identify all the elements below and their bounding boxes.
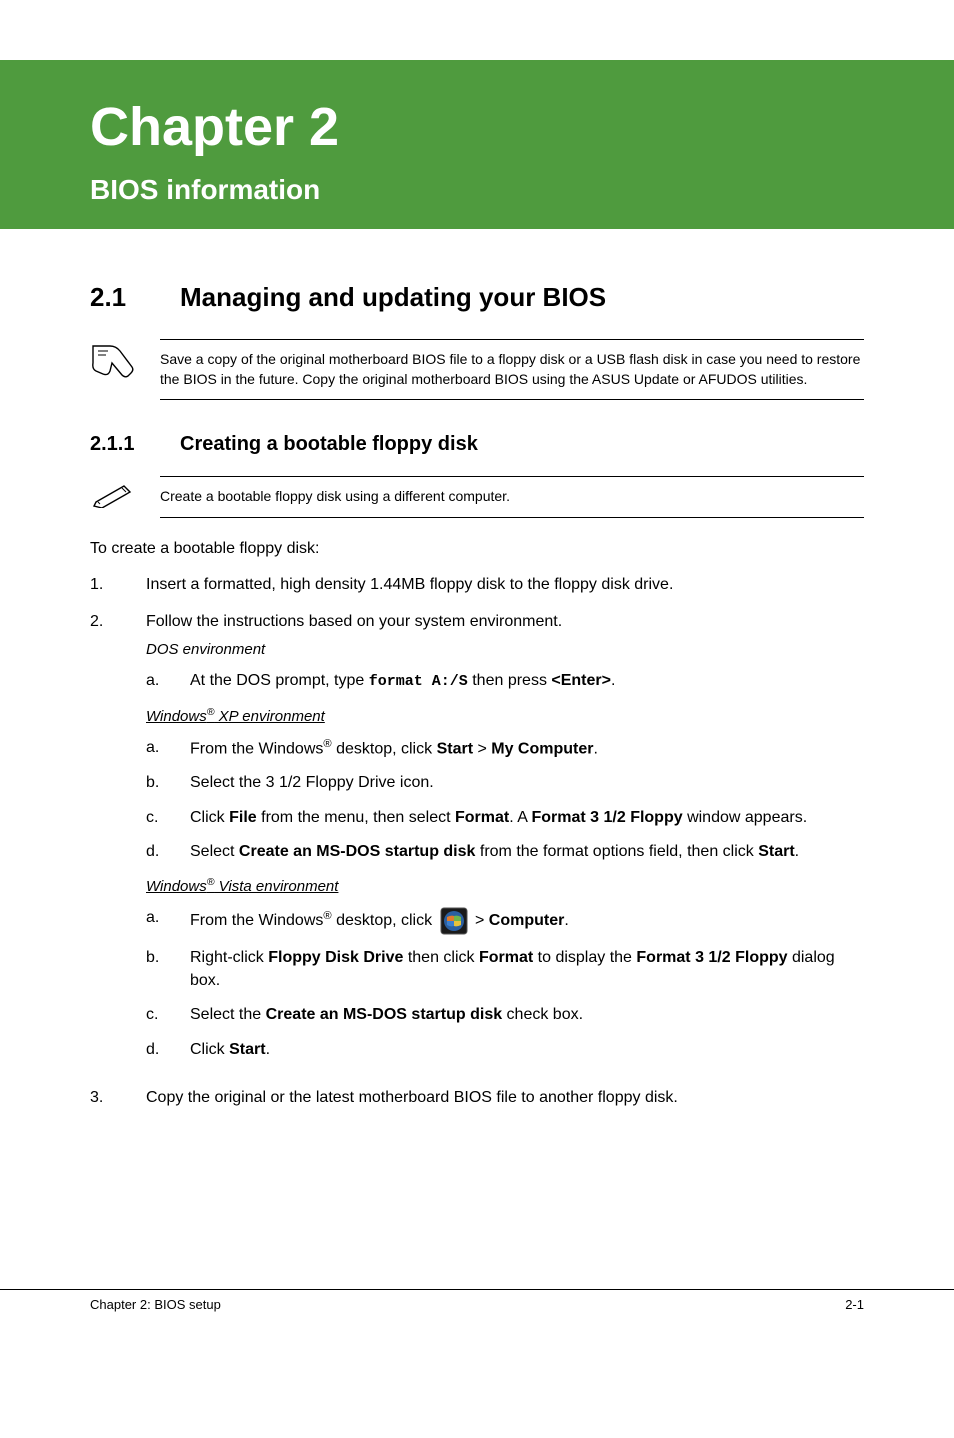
document-page: Chapter 2 BIOS information 2.1Managing a… xyxy=(0,60,954,1355)
env-label-vista: Windows® Vista environment xyxy=(146,875,864,897)
sub-letter: b. xyxy=(146,772,190,794)
content-area: 2.1Managing and updating your BIOS Save … xyxy=(0,229,954,1110)
list-item: 3. Copy the original or the latest mothe… xyxy=(90,1087,864,1109)
sub-list: a. From the Windows® desktop, click xyxy=(146,907,864,1061)
pencil-icon xyxy=(90,476,160,508)
chapter-subtitle: BIOS information xyxy=(90,170,954,209)
chapter-title: Chapter 2 xyxy=(90,90,954,166)
sub-body: Click Start. xyxy=(190,1039,864,1061)
list-item: d. Click Start. xyxy=(146,1039,864,1061)
section-heading: 2.1Managing and updating your BIOS xyxy=(90,279,864,315)
env-label-dos: DOS environment xyxy=(146,639,864,660)
subsection-heading: 2.1.1Creating a bootable floppy disk xyxy=(90,430,864,458)
footer-right: 2-1 xyxy=(845,1296,864,1314)
step-text: Follow the instructions based on your sy… xyxy=(146,613,562,630)
list-item: c. Select the Create an MS-DOS startup d… xyxy=(146,1004,864,1026)
note-text: Save a copy of the original motherboard … xyxy=(160,339,864,400)
sub-body: From the Windows® desktop, click xyxy=(190,907,864,935)
subsection-number: 2.1.1 xyxy=(90,430,180,458)
list-item: a. From the Windows® desktop, click Star… xyxy=(146,737,864,761)
intro-paragraph: To create a bootable floppy disk: xyxy=(90,538,864,560)
chapter-banner: Chapter 2 BIOS information xyxy=(0,60,954,229)
sub-body: Select Create an MS-DOS startup disk fro… xyxy=(190,841,864,863)
windows-start-orb-icon xyxy=(440,907,468,935)
sub-list: a. At the DOS prompt, type format A:/S t… xyxy=(146,670,864,692)
sub-letter: b. xyxy=(146,947,190,992)
sub-letter: d. xyxy=(146,841,190,863)
step-number: 2. xyxy=(90,611,146,1073)
key-text: <Enter> xyxy=(551,672,611,689)
command-text: format A:/S xyxy=(369,673,468,690)
page-footer: Chapter 2: BIOS setup 2-1 xyxy=(0,1289,954,1314)
sub-letter: c. xyxy=(146,807,190,829)
sub-body: Select the 3 1/2 Floppy Drive icon. xyxy=(190,772,864,794)
sub-letter: d. xyxy=(146,1039,190,1061)
note-block: Save a copy of the original motherboard … xyxy=(90,339,864,400)
sub-body: Right-click Floppy Disk Drive then click… xyxy=(190,947,864,992)
step-number: 3. xyxy=(90,1087,146,1109)
list-item: d. Select Create an MS-DOS startup disk … xyxy=(146,841,864,863)
subsection-title: Creating a bootable floppy disk xyxy=(180,433,478,455)
list-item: b. Select the 3 1/2 Floppy Drive icon. xyxy=(146,772,864,794)
list-item: a. From the Windows® desktop, click xyxy=(146,907,864,935)
step-body: Copy the original or the latest motherbo… xyxy=(146,1087,864,1109)
sub-letter: c. xyxy=(146,1004,190,1026)
step-body: Insert a formatted, high density 1.44MB … xyxy=(146,574,864,596)
step-list: 1. Insert a formatted, high density 1.44… xyxy=(90,574,864,1109)
section-number: 2.1 xyxy=(90,279,180,315)
sub-list: a. From the Windows® desktop, click Star… xyxy=(146,737,864,864)
footer-left: Chapter 2: BIOS setup xyxy=(90,1296,221,1314)
sub-body: Click File from the menu, then select Fo… xyxy=(190,807,864,829)
env-label-xp: Windows® XP environment xyxy=(146,705,864,727)
hand-point-icon xyxy=(90,339,160,381)
list-item: c. Click File from the menu, then select… xyxy=(146,807,864,829)
step-body: Follow the instructions based on your sy… xyxy=(146,611,864,1073)
section-title: Managing and updating your BIOS xyxy=(180,282,606,312)
note-block: Create a bootable floppy disk using a di… xyxy=(90,476,864,518)
sub-body: At the DOS prompt, type format A:/S then… xyxy=(190,670,864,692)
list-item: 2. Follow the instructions based on your… xyxy=(90,611,864,1073)
sub-body: From the Windows® desktop, click Start >… xyxy=(190,737,864,761)
list-item: a. At the DOS prompt, type format A:/S t… xyxy=(146,670,864,692)
sub-letter: a. xyxy=(146,670,190,692)
step-number: 1. xyxy=(90,574,146,596)
sub-letter: a. xyxy=(146,737,190,761)
list-item: b. Right-click Floppy Disk Drive then cl… xyxy=(146,947,864,992)
sub-body: Select the Create an MS-DOS startup disk… xyxy=(190,1004,864,1026)
list-item: 1. Insert a formatted, high density 1.44… xyxy=(90,574,864,596)
sub-letter: a. xyxy=(146,907,190,935)
note-text: Create a bootable floppy disk using a di… xyxy=(160,476,864,518)
